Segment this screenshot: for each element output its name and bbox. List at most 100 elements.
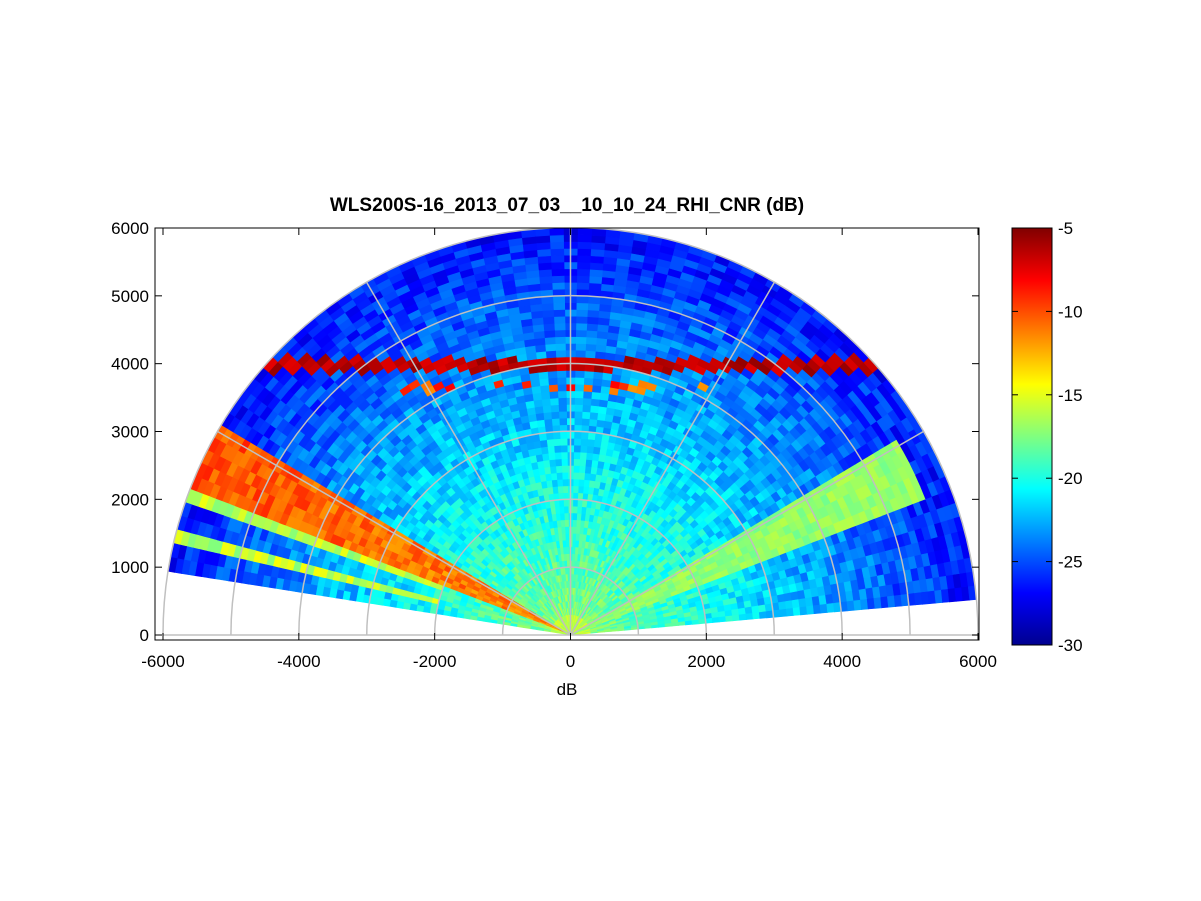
- heatmap-cell: [586, 323, 599, 332]
- heatmap-cell: [573, 444, 581, 453]
- heatmap-cell: [581, 499, 588, 508]
- heatmap-cell: [540, 391, 551, 400]
- heatmap-cell: [580, 506, 587, 515]
- heatmap-cell: [758, 610, 768, 619]
- heatmap-cell: [560, 451, 568, 460]
- heatmap-cell: [563, 512, 569, 521]
- heatmap-cell: [534, 228, 550, 237]
- heatmap-cell: [588, 282, 602, 291]
- heatmap-cell: [577, 228, 593, 236]
- heatmap-cell: [586, 438, 595, 447]
- heatmap-cell: [554, 336, 566, 345]
- heatmap-cell: [585, 452, 594, 461]
- heatmap-cell: [571, 553, 576, 561]
- heatmap-cell: [572, 485, 579, 494]
- heatmap-cell: [572, 478, 580, 487]
- heatmap-cell: [549, 397, 559, 406]
- heatmap-cell: [589, 404, 599, 414]
- heatmap-cell: [582, 397, 592, 406]
- heatmap-cell: [538, 377, 549, 387]
- heatmap-cell: [588, 418, 598, 427]
- heatmap-cell: [588, 268, 603, 278]
- heatmap-cell: [543, 329, 556, 339]
- heatmap-cell: [578, 472, 586, 480]
- heatmap-cell: [547, 377, 558, 386]
- heatmap-cell: [573, 431, 582, 439]
- heatmap-cell: [594, 350, 606, 360]
- heatmap-cell: [571, 532, 577, 541]
- heatmap-cell: [583, 370, 594, 379]
- heatmap-cell: [553, 322, 566, 331]
- heatmap-cell: [576, 512, 582, 521]
- heatmap-cell: [576, 254, 591, 263]
- heatmap-cell: [552, 302, 566, 311]
- heatmap-cell: [556, 383, 567, 392]
- heatmap-cell: [541, 302, 554, 311]
- heatmap-cell: [409, 603, 418, 611]
- heatmap-cell: [578, 465, 586, 474]
- heatmap-cell: [559, 437, 568, 446]
- heatmap-cell: [556, 370, 567, 378]
- heatmap-cell: [548, 458, 557, 468]
- heatmap-cell: [574, 383, 585, 392]
- cnr-heatmap: [167, 228, 977, 636]
- heatmap-cell: [535, 350, 547, 360]
- heatmap-cell: [543, 418, 553, 427]
- heatmap-cell: [541, 398, 551, 407]
- heatmap-cell: [584, 363, 595, 372]
- heatmap-cell: [581, 417, 590, 426]
- heatmap-cell: [575, 519, 581, 528]
- heatmap-cell: [545, 431, 554, 441]
- heatmap-cell: [449, 611, 458, 618]
- heatmap-cell: [549, 248, 565, 257]
- heatmap-cell: [550, 261, 565, 270]
- heatmap-cell: [590, 234, 606, 244]
- heatmap-cell: [576, 499, 583, 507]
- heatmap-cell: [574, 397, 584, 406]
- heatmap-cell: [584, 458, 593, 468]
- heatmap-cell: [792, 606, 801, 616]
- heatmap-cell: [553, 309, 566, 317]
- heatmap-cell: [752, 611, 761, 620]
- heatmap-cell: [536, 419, 546, 428]
- heatmap-cell: [553, 444, 562, 453]
- heatmap-cell: [574, 370, 585, 378]
- heatmap-cell: [584, 465, 592, 474]
- heatmap-cell: [556, 478, 564, 487]
- plot-area: -6000 -4000 -2000 0 2000 4000 6000 01000200030…: [111, 219, 997, 671]
- heatmap-cell: [535, 241, 551, 251]
- heatmap-cell: [554, 343, 566, 351]
- heatmap-cell: [537, 255, 552, 264]
- heatmap-cell: [563, 505, 569, 514]
- heatmap-cell: [573, 451, 581, 460]
- heatmap-cell: [580, 438, 589, 447]
- heatmap-cell: [571, 560, 575, 568]
- heatmap-cell: [552, 295, 566, 304]
- heatmap-cell: [538, 268, 553, 278]
- heatmap-cell: [550, 268, 565, 277]
- heatmap-cell: [586, 309, 600, 318]
- heatmap-cell: [442, 610, 451, 617]
- heatmap-cell: [590, 466, 598, 475]
- heatmap-cell: [562, 485, 569, 494]
- heatmap-cell: [538, 275, 553, 284]
- heatmap-cell: [583, 472, 591, 481]
- heatmap-cell: [583, 377, 594, 386]
- heatmap-cell: [595, 419, 605, 428]
- heatmap-cell: [582, 390, 593, 399]
- heatmap-cell: [548, 384, 559, 393]
- heatmap-cell: [554, 458, 562, 467]
- heatmap-cell: [541, 309, 555, 318]
- heatmap-cell: [593, 439, 602, 448]
- heatmap-cell: [785, 607, 795, 617]
- heatmap-cell: [558, 410, 568, 419]
- heatmap-cell: [580, 431, 589, 440]
- heatmap-cell: [554, 451, 562, 460]
- heatmap-cell: [586, 316, 599, 325]
- heatmap-cell: [549, 465, 557, 474]
- heatmap-cell: [579, 451, 587, 460]
- heatmap-cell: [576, 505, 583, 514]
- heatmap-cell: [738, 613, 747, 621]
- heatmap-cell: [562, 492, 569, 500]
